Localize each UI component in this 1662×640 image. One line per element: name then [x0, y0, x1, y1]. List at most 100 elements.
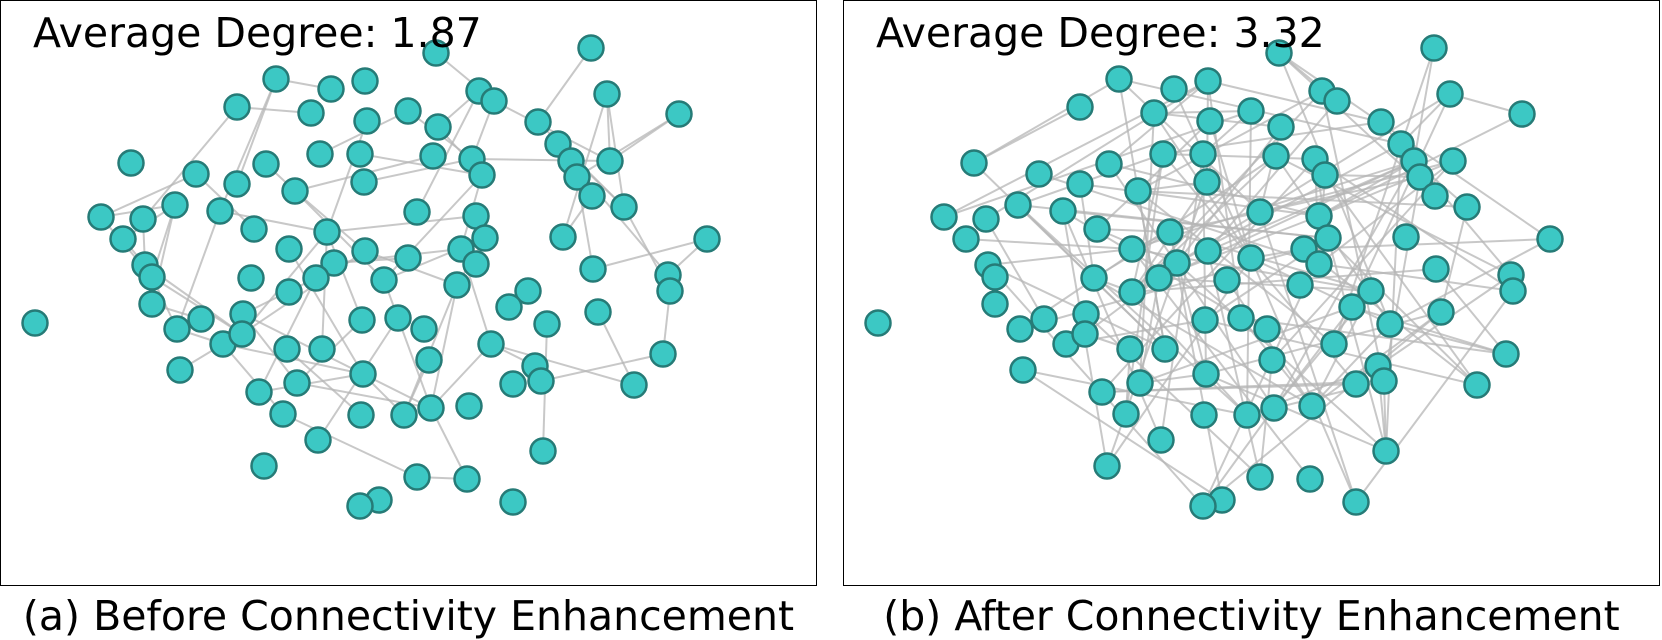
graph-edge	[1324, 174, 1478, 386]
graph-node	[269, 400, 297, 428]
graph-node	[527, 367, 555, 395]
graph-node	[306, 140, 334, 168]
graph-node	[1237, 97, 1265, 125]
network-graph-after	[864, 34, 1564, 520]
graph-edge	[363, 158, 473, 183]
graph-node	[563, 163, 591, 191]
graph-edge	[562, 93, 608, 238]
graph-node	[353, 107, 381, 135]
graph-edge	[1079, 183, 1320, 217]
graph-node	[1298, 392, 1326, 420]
graph-node	[390, 401, 418, 429]
graph-node	[206, 197, 234, 225]
graph-node	[1320, 330, 1348, 358]
graph-edge	[1311, 323, 1391, 407]
graph-node	[596, 147, 624, 175]
graph-node	[252, 150, 280, 178]
graph-node	[1323, 87, 1351, 115]
graph-node	[1427, 298, 1455, 326]
graph-node	[109, 225, 137, 253]
graph-edge	[987, 248, 1133, 266]
graph-node	[1370, 367, 1398, 395]
graph-node	[1190, 401, 1218, 429]
graph-edge	[242, 313, 364, 375]
graph-edge	[430, 284, 458, 409]
graph-edge	[1327, 237, 1387, 452]
graph-edge	[430, 343, 492, 409]
graph-node	[1147, 426, 1175, 454]
graph-node	[665, 100, 693, 128]
graph-edge	[258, 277, 317, 393]
graph-node	[455, 392, 483, 420]
graph-node	[347, 401, 375, 429]
graph-node	[1367, 108, 1395, 136]
graph-node	[351, 67, 379, 95]
graph-node	[443, 271, 471, 299]
graph-node	[1376, 310, 1404, 338]
graph-node	[223, 93, 251, 121]
graph-node	[1191, 306, 1219, 334]
graph-node	[1439, 147, 1467, 175]
graph-node	[1126, 369, 1154, 397]
graph-node	[584, 298, 612, 326]
graph-node	[275, 278, 303, 306]
graph-node	[370, 266, 398, 294]
graph-node	[320, 249, 348, 277]
graph-node	[1025, 160, 1053, 188]
graph-node	[129, 205, 157, 233]
graph-edge	[326, 215, 477, 233]
graph-edge	[1160, 153, 1204, 441]
graph-node	[1260, 394, 1288, 422]
graph-node	[1160, 75, 1188, 103]
graph-node	[1145, 264, 1173, 292]
graph-edge	[1207, 80, 1382, 123]
graph-edge	[1389, 323, 1507, 355]
graph-edge	[1162, 153, 1316, 160]
graph-node	[138, 263, 166, 291]
average-degree-label-after: Average Degree: 3.32	[876, 9, 1325, 57]
graph-node	[462, 250, 490, 278]
graph-edge	[1085, 313, 1261, 478]
graph-node	[1422, 255, 1450, 283]
graph-node	[351, 237, 379, 265]
graph-node	[1246, 463, 1274, 491]
graph-edge	[1137, 90, 1323, 192]
graph-node	[930, 203, 958, 231]
graph-node	[1258, 346, 1286, 374]
graph-node	[346, 492, 374, 520]
graph-edge	[1062, 210, 1162, 441]
graph-edge	[537, 47, 592, 123]
graph-edge	[359, 153, 483, 176]
graph-node	[1066, 93, 1094, 121]
graph-edge	[321, 231, 328, 350]
graph-edge	[1139, 306, 1353, 384]
graph-node	[1080, 264, 1108, 292]
graph-node	[549, 223, 577, 251]
graph-node	[1406, 163, 1434, 191]
graph-node	[1342, 370, 1370, 398]
graph-edge	[1205, 373, 1387, 452]
graph-node	[1436, 80, 1464, 108]
nodes-before	[21, 34, 721, 520]
graph-node	[1267, 113, 1295, 141]
graph-edge	[1226, 279, 1313, 407]
graph-edge	[1176, 126, 1282, 264]
graph-node	[1420, 34, 1448, 62]
graph-node	[302, 264, 330, 292]
graph-node	[1392, 223, 1420, 251]
graph-node	[1156, 218, 1184, 246]
graph-node	[346, 140, 374, 168]
graph-node	[1192, 360, 1220, 388]
graph-node	[981, 290, 1009, 318]
graph-node	[1194, 237, 1222, 265]
graph-edge	[100, 173, 197, 218]
graph-node	[693, 225, 721, 253]
graph-node	[1049, 197, 1077, 225]
graph-node	[422, 39, 450, 67]
graph-node	[1118, 235, 1146, 263]
graph-node	[1163, 249, 1191, 277]
graph-edge	[1327, 237, 1478, 386]
graph-edge	[1118, 78, 1261, 213]
graph-node	[1499, 277, 1527, 305]
graph-edge	[1318, 160, 1415, 217]
